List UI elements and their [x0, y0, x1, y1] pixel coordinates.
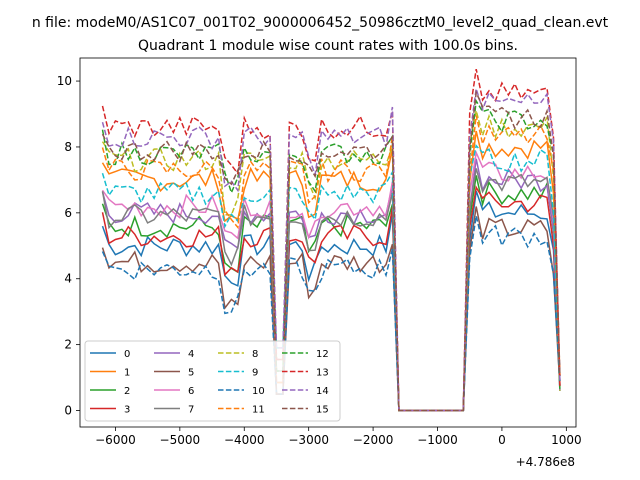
- x-tick-label: −3000: [288, 433, 329, 447]
- series-line-13: [101, 68, 561, 412]
- legend-label-11: 11: [252, 405, 265, 416]
- series-line-14: [101, 88, 561, 412]
- y-tick-label: 6: [64, 206, 72, 220]
- series-line-10: [101, 215, 561, 412]
- series-line-12: [101, 98, 561, 412]
- legend-label-13: 13: [316, 368, 329, 379]
- axes-layer: −6000 −5000 −4000 −3000 −2000 −1000 0 1000 0 2 4 6 8…: [57, 57, 582, 447]
- y-tick-label: 0: [64, 404, 72, 418]
- x-tick-label: −2000: [353, 433, 394, 447]
- legend-label-8: 8: [252, 349, 258, 360]
- chart-suptitle: n file: modeM0/AS1C07_001T02_9000006452_…: [32, 15, 609, 31]
- legend-label-2: 2: [124, 386, 130, 397]
- legend-label-7: 7: [188, 405, 194, 416]
- legend-label-1: 1: [124, 368, 130, 379]
- x-tick-label: −5000: [160, 433, 201, 447]
- legend-label-14: 14: [316, 386, 329, 397]
- x-tick-label: 0: [498, 433, 506, 447]
- legend-label-5: 5: [188, 368, 194, 379]
- legend-label-12: 12: [316, 349, 329, 360]
- legend-label-10: 10: [252, 386, 265, 397]
- y-tick-label: 4: [64, 272, 72, 286]
- legend-label-9: 9: [252, 368, 258, 379]
- series-line-9: [101, 144, 561, 412]
- series-layer: [101, 68, 561, 412]
- y-tick-label: 2: [64, 338, 72, 352]
- legend-label-6: 6: [188, 386, 194, 397]
- series-line-7: [101, 168, 561, 412]
- x-tick-label: −6000: [95, 433, 136, 447]
- series-line-4: [101, 158, 561, 412]
- legend-label-4: 4: [188, 349, 194, 360]
- y-tick-label: 10: [57, 74, 72, 88]
- x-tick-label: 1000: [551, 433, 582, 447]
- series-line-0: [101, 190, 561, 412]
- x-tick-label: −4000: [224, 433, 265, 447]
- legend-box: [84, 340, 341, 422]
- series-line-6: [101, 149, 561, 412]
- legend-label-3: 3: [124, 405, 130, 416]
- y-tick-label: 8: [64, 140, 72, 154]
- series-line-3: [101, 185, 561, 412]
- legend-label-0: 0: [124, 349, 130, 360]
- x-offset-label: +4.786e8: [516, 455, 575, 469]
- series-line-11: [101, 115, 561, 412]
- legend-label-15: 15: [316, 405, 329, 416]
- x-tick-label: −1000: [417, 433, 458, 447]
- chart-title: Quadrant 1 module wise count rates with …: [138, 38, 518, 54]
- axes-frame: [79, 57, 577, 428]
